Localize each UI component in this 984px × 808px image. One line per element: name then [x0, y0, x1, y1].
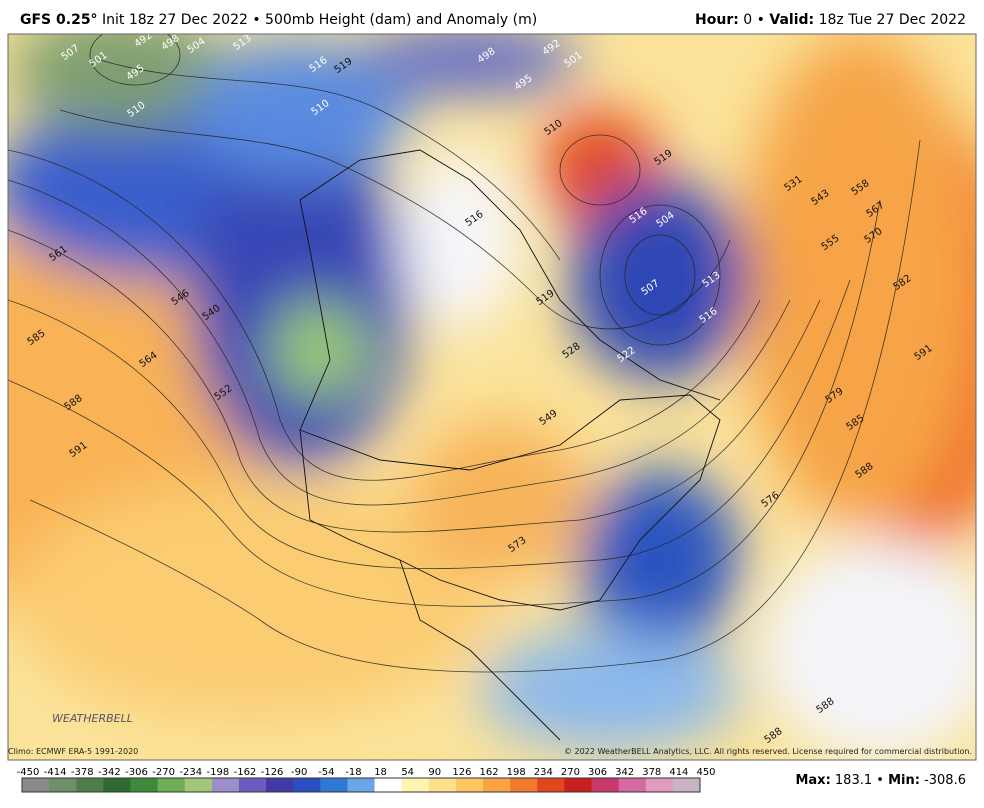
colorbar-swatch — [211, 778, 240, 792]
colorbar-tick-label: -90 — [291, 767, 307, 778]
colorbar-swatch — [293, 778, 321, 792]
colorbar-tick-label: -126 — [261, 767, 284, 778]
header-right: Hour: 0 • Valid: 18z Tue 27 Dec 2022 — [695, 12, 966, 28]
description: Init 18z 27 Dec 2022 • 500mb Height (dam… — [102, 12, 538, 28]
colorbar-tick-label: 414 — [669, 767, 688, 778]
colorbar-swatch — [103, 778, 131, 792]
colorbar-tick-label: -198 — [206, 767, 229, 778]
colorbar-swatch — [347, 778, 376, 792]
colorbar-tick-label: -378 — [71, 767, 94, 778]
valid-label: Valid: — [769, 12, 815, 28]
colorbar-swatch — [49, 778, 77, 792]
colorbar-tick-label: 342 — [615, 767, 634, 778]
colorbar-swatch — [564, 778, 593, 792]
colorbar-swatch — [157, 778, 186, 792]
copyright: © 2022 WeatherBELL Analytics, LLC. All r… — [564, 747, 972, 756]
max-label: Max: — [795, 773, 830, 788]
min-label: Min: — [888, 773, 920, 788]
separator: • — [756, 12, 765, 28]
colorbar-tick-label: 90 — [428, 767, 441, 778]
colorbar-tick-label: -450 — [17, 767, 40, 778]
colorbar-swatch — [618, 778, 647, 792]
logo: WEATHERBELL — [52, 712, 133, 725]
colorbar-tick-label: -234 — [179, 767, 202, 778]
colorbar-swatch — [510, 778, 538, 792]
valid: 18z Tue 27 Dec 2022 — [818, 12, 966, 28]
colorbar-tick-label: 306 — [588, 767, 607, 778]
colorbar-frame — [21, 777, 701, 793]
colorbar-tick-label: -54 — [318, 767, 334, 778]
colorbar-swatch — [238, 778, 267, 792]
stats-separator: • — [876, 773, 884, 788]
colorbar-tick-label: -18 — [345, 767, 361, 778]
map-frame — [7, 33, 977, 761]
colorbar-swatch — [320, 778, 348, 792]
colorbar-tick-label: 198 — [507, 767, 526, 778]
colorbar-tick-label: -414 — [44, 767, 67, 778]
colorbar-swatch — [374, 778, 403, 792]
colorbar-swatch — [401, 778, 430, 792]
colorbar-tick-label: -342 — [98, 767, 121, 778]
colorbar: -450 -414 -378 -342 -306 -270 -234 -198 -162 -126… — [17, 767, 716, 793]
colorbar-tick-label: 378 — [642, 767, 661, 778]
colorbar-tick-label: -162 — [234, 767, 257, 778]
colorbar-swatch — [645, 778, 674, 792]
colorbar-swatch — [428, 778, 457, 792]
colorbar-swatch — [672, 778, 701, 792]
colorbar-tick-label: 450 — [696, 767, 715, 778]
colorbar-tick-label: 162 — [479, 767, 498, 778]
colorbar-tick-label: 270 — [561, 767, 580, 778]
colorbar-swatch — [591, 778, 620, 792]
colorbar-swatch — [22, 778, 50, 792]
colorbar-swatch — [537, 778, 565, 792]
colorbar-swatch — [76, 778, 104, 792]
boundaries — [299, 149, 721, 741]
colorbar-swatch — [130, 778, 159, 792]
stats: Max: 183.1 • Min: -308.6 — [795, 773, 966, 788]
max: 183.1 — [835, 773, 872, 788]
colorbar-tick-label: 18 — [374, 767, 387, 778]
min: -308.6 — [924, 773, 966, 788]
colorbar-tick-label: 54 — [401, 767, 414, 778]
colorbar-tick-label: 126 — [452, 767, 471, 778]
colorbar-swatch — [266, 778, 294, 792]
model: GFS 0.25° — [20, 12, 98, 28]
colorbar-tick-label: -270 — [152, 767, 175, 778]
anomaly-field — [8, 34, 976, 760]
colorbar-swatch — [455, 778, 484, 792]
colorbar-tick-label: -306 — [125, 767, 148, 778]
header-left: GFS 0.25° Init 18z 27 Dec 2022 • 500mb H… — [20, 12, 537, 28]
climo: Climo: ECMWF ERA-5 1991-2020 — [8, 747, 138, 756]
colorbar-swatch — [184, 778, 213, 792]
colorbar-tick-label: 234 — [534, 767, 553, 778]
hour: 0 — [743, 12, 753, 28]
hour-label: Hour: — [695, 12, 739, 28]
colorbar-swatch — [483, 778, 511, 792]
